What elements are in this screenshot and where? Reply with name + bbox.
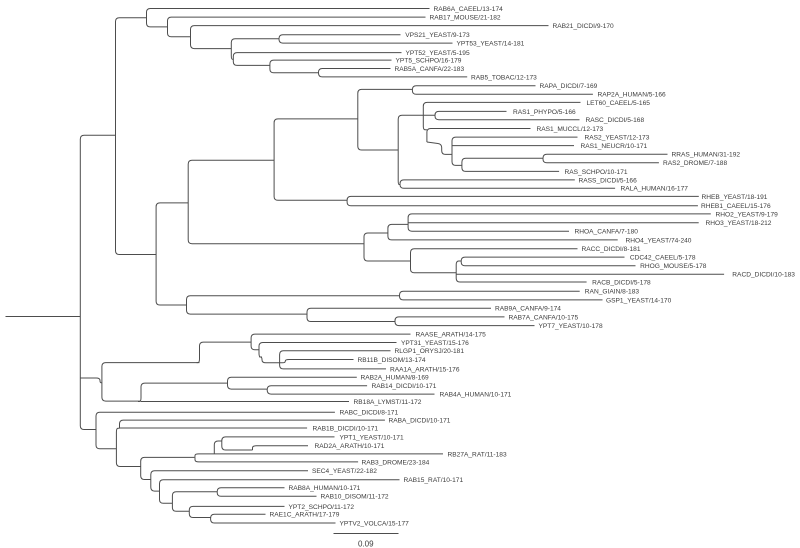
svg-text:RASC_DICDI/5-168: RASC_DICDI/5-168	[586, 117, 645, 124]
svg-text:YPT1_YEAST/10-171: YPT1_YEAST/10-171	[340, 434, 404, 441]
svg-text:RAB4A_HUMAN/10-171: RAB4A_HUMAN/10-171	[440, 392, 512, 399]
svg-text:RHO3_YEAST/18-212: RHO3_YEAST/18-212	[706, 220, 772, 227]
svg-text:RHO4_YEAST/74-240: RHO4_YEAST/74-240	[626, 237, 692, 244]
svg-text:YPT2_SCHPO/11-172: YPT2_SCHPO/11-172	[289, 504, 355, 511]
svg-text:RAS1_MUCCL/12-173: RAS1_MUCCL/12-173	[537, 126, 604, 133]
svg-text:YPTV2_VOLCA/15-177: YPTV2_VOLCA/15-177	[340, 520, 410, 527]
svg-text:YPT5_SCHPO/16-179: YPT5_SCHPO/16-179	[396, 58, 462, 65]
svg-text:YPT31_YEAST/15-176: YPT31_YEAST/15-176	[401, 340, 469, 347]
svg-text:YPT52_YEAST/5-195: YPT52_YEAST/5-195	[406, 50, 470, 57]
svg-text:RAB1B_DICDI/10-171: RAB1B_DICDI/10-171	[313, 425, 379, 432]
svg-text:RHOA_CANFA/7-180: RHOA_CANFA/7-180	[575, 229, 639, 236]
svg-text:RHEB_YEAST/18-191: RHEB_YEAST/18-191	[702, 194, 768, 201]
svg-text:SEC4_YEAST/22-182: SEC4_YEAST/22-182	[312, 468, 377, 475]
svg-text:LET60_CAEEL/5-165: LET60_CAEEL/5-165	[587, 100, 651, 107]
svg-text:RAS1_PHYPO/5-166: RAS1_PHYPO/5-166	[513, 109, 576, 116]
svg-text:RAS1_NEUCR/10-171: RAS1_NEUCR/10-171	[581, 143, 648, 150]
svg-text:CDC42_CAEEL/5-178: CDC42_CAEEL/5-178	[630, 255, 696, 262]
svg-text:RAB8A_HUMAN/10-171: RAB8A_HUMAN/10-171	[289, 485, 361, 492]
svg-text:RB27A_RAT/11-183: RB27A_RAT/11-183	[448, 451, 507, 458]
svg-text:RAB7A_CANFA/10-175: RAB7A_CANFA/10-175	[509, 314, 579, 321]
svg-text:RAB17_MOUSE/21-182: RAB17_MOUSE/21-182	[430, 15, 501, 22]
svg-text:RLGP1_ORYSJ/20-181: RLGP1_ORYSJ/20-181	[395, 348, 465, 355]
svg-text:RB11B_DISOM/13-174: RB11B_DISOM/13-174	[358, 357, 426, 364]
svg-text:RAS2_YEAST/12-173: RAS2_YEAST/12-173	[585, 135, 650, 142]
svg-text:RACC_DICDI/8-181: RACC_DICDI/8-181	[582, 246, 641, 253]
svg-text:RAB15_RAT/10-171: RAB15_RAT/10-171	[404, 477, 464, 484]
svg-text:GSP1_YEAST/14-170: GSP1_YEAST/14-170	[606, 297, 672, 304]
svg-text:RHO2_YEAST/9-179: RHO2_YEAST/9-179	[716, 211, 779, 218]
svg-text:RAB9A_CANFA/9-174: RAB9A_CANFA/9-174	[495, 306, 561, 313]
svg-text:RAB14_DICDI/10-171: RAB14_DICDI/10-171	[372, 383, 437, 390]
svg-text:RAB21_DICDI/9-170: RAB21_DICDI/9-170	[553, 23, 615, 30]
svg-text:YPT53_YEAST/14-181: YPT53_YEAST/14-181	[457, 41, 525, 48]
svg-text:RAB5_TOBAC/12-173: RAB5_TOBAC/12-173	[471, 74, 537, 81]
svg-text:RACD_DICDI/10-183: RACD_DICDI/10-183	[732, 272, 795, 279]
svg-text:VPS21_YEAST/9-173: VPS21_YEAST/9-173	[405, 32, 470, 39]
svg-text:RAB3_DROME/23-184: RAB3_DROME/23-184	[362, 459, 430, 466]
svg-text:RAS_SCHPO/10-171: RAS_SCHPO/10-171	[565, 169, 628, 176]
svg-text:RAE1C_ARATH/17-179: RAE1C_ARATH/17-179	[270, 512, 340, 519]
svg-text:RHEB1_CAEEL/15-176: RHEB1_CAEEL/15-176	[701, 203, 771, 210]
svg-text:RAN_GIAIN/8-183: RAN_GIAIN/8-183	[585, 289, 640, 296]
svg-text:RACB_DICDI/5-178: RACB_DICDI/5-178	[592, 279, 651, 286]
svg-text:RAPA_DICDI/7-169: RAPA_DICDI/7-169	[540, 83, 598, 90]
svg-text:RASS_DICDI/5-166: RASS_DICDI/5-166	[579, 177, 638, 184]
svg-text:RAB5A_CANFA/22-183: RAB5A_CANFA/22-183	[395, 66, 465, 73]
svg-text:RABC_DICDI/8-171: RABC_DICDI/8-171	[340, 410, 399, 417]
svg-text:RAB10_DISOM/11-172: RAB10_DISOM/11-172	[321, 494, 389, 501]
svg-text:RAB6A_CAEEL/13-174: RAB6A_CAEEL/13-174	[434, 6, 504, 13]
svg-text:RALA_HUMAN/16-177: RALA_HUMAN/16-177	[621, 186, 689, 193]
svg-text:RHOG_MOUSE/5-178: RHOG_MOUSE/5-178	[640, 263, 707, 270]
svg-text:RAS2_DROME/7-188: RAS2_DROME/7-188	[663, 160, 727, 167]
svg-text:RAA1A_ARATH/15-176: RAA1A_ARATH/15-176	[390, 366, 460, 373]
svg-text:RAP2A_HUMAN/5-166: RAP2A_HUMAN/5-166	[598, 92, 666, 99]
svg-text:RAB2A_HUMAN/8-169: RAB2A_HUMAN/8-169	[361, 375, 429, 382]
svg-text:RRAS_HUMAN/31-192: RRAS_HUMAN/31-192	[672, 152, 741, 159]
svg-text:YPT7_YEAST/10-178: YPT7_YEAST/10-178	[539, 323, 603, 330]
svg-text:RAASE_ARATH/14-175: RAASE_ARATH/14-175	[416, 332, 487, 339]
svg-text:RABA_DICDI/10-171: RABA_DICDI/10-171	[389, 418, 451, 425]
svg-text:RB18A_LYMST/11-172: RB18A_LYMST/11-172	[354, 399, 422, 406]
svg-text:RAD2A_ARATH/10-171: RAD2A_ARATH/10-171	[315, 443, 385, 450]
svg-text:0.09: 0.09	[358, 540, 374, 548]
